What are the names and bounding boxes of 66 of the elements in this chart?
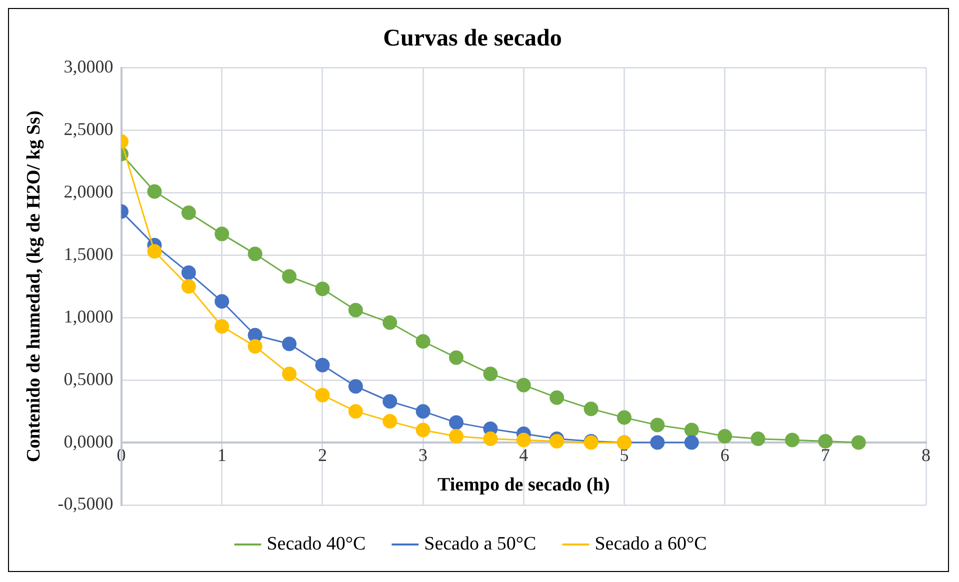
y-tick-label: 1,0000 [64,306,114,326]
point [483,366,498,382]
point [181,265,196,280]
point [248,339,262,354]
point [147,184,162,199]
point [449,429,464,444]
y-tick-label: 0,0000 [64,431,114,452]
point [584,402,598,416]
x-tick-label: 2 [318,445,327,466]
point [550,390,564,405]
legend-label: Secado a 60°C [594,533,707,554]
point [382,414,398,429]
y-tick-label: 2,5000 [64,118,114,139]
point [315,358,330,372]
point [382,315,398,330]
point [181,205,196,220]
legend-label: Secado a 50°C [424,533,536,554]
point [483,432,498,446]
point [516,432,531,448]
point [718,429,732,444]
y-tick-label: 2,0000 [64,181,114,202]
point [248,246,262,262]
point [616,410,632,425]
x-tick-label: 5 [620,445,629,466]
point [851,435,866,450]
y-tick-label: 1,5000 [64,244,114,264]
y-axis-title: Contenido de humedad, (kg de H2O/ kg Ss) [23,110,44,462]
y-tick-label: -0,5000 [58,494,114,514]
x-tick-label: 8 [922,445,930,466]
point [382,394,398,409]
point [348,404,363,419]
point [214,294,230,309]
point [818,434,833,449]
point [282,336,297,352]
point [214,226,230,242]
point [416,422,430,438]
point [315,282,330,296]
point [416,404,430,419]
point [282,269,297,284]
legend-label: Secado 40°C [266,533,366,554]
chart-title: Curvas de secado [383,26,562,52]
point [684,422,699,438]
point [147,244,162,259]
point [348,302,363,318]
point [214,319,230,334]
y-tick-label: 0,5000 [64,368,114,389]
point [516,378,531,392]
x-tick-label: 7 [820,445,830,466]
point [650,418,665,432]
x-axis-title: Tiempo de secado (h) [438,474,610,496]
x-tick-label: 3 [418,445,428,466]
x-tick-label: 1 [217,445,226,466]
point [348,379,363,394]
point [282,366,297,382]
x-tick-label: 6 [720,445,730,466]
x-tick-label: 4 [519,445,528,466]
point [684,435,699,450]
point [181,279,196,294]
y-tick-label: 3,0000 [64,56,114,77]
point [315,388,330,402]
point [449,415,464,430]
point [750,432,766,446]
point [416,334,430,349]
point [784,432,800,448]
point [449,350,464,365]
point [650,435,665,450]
